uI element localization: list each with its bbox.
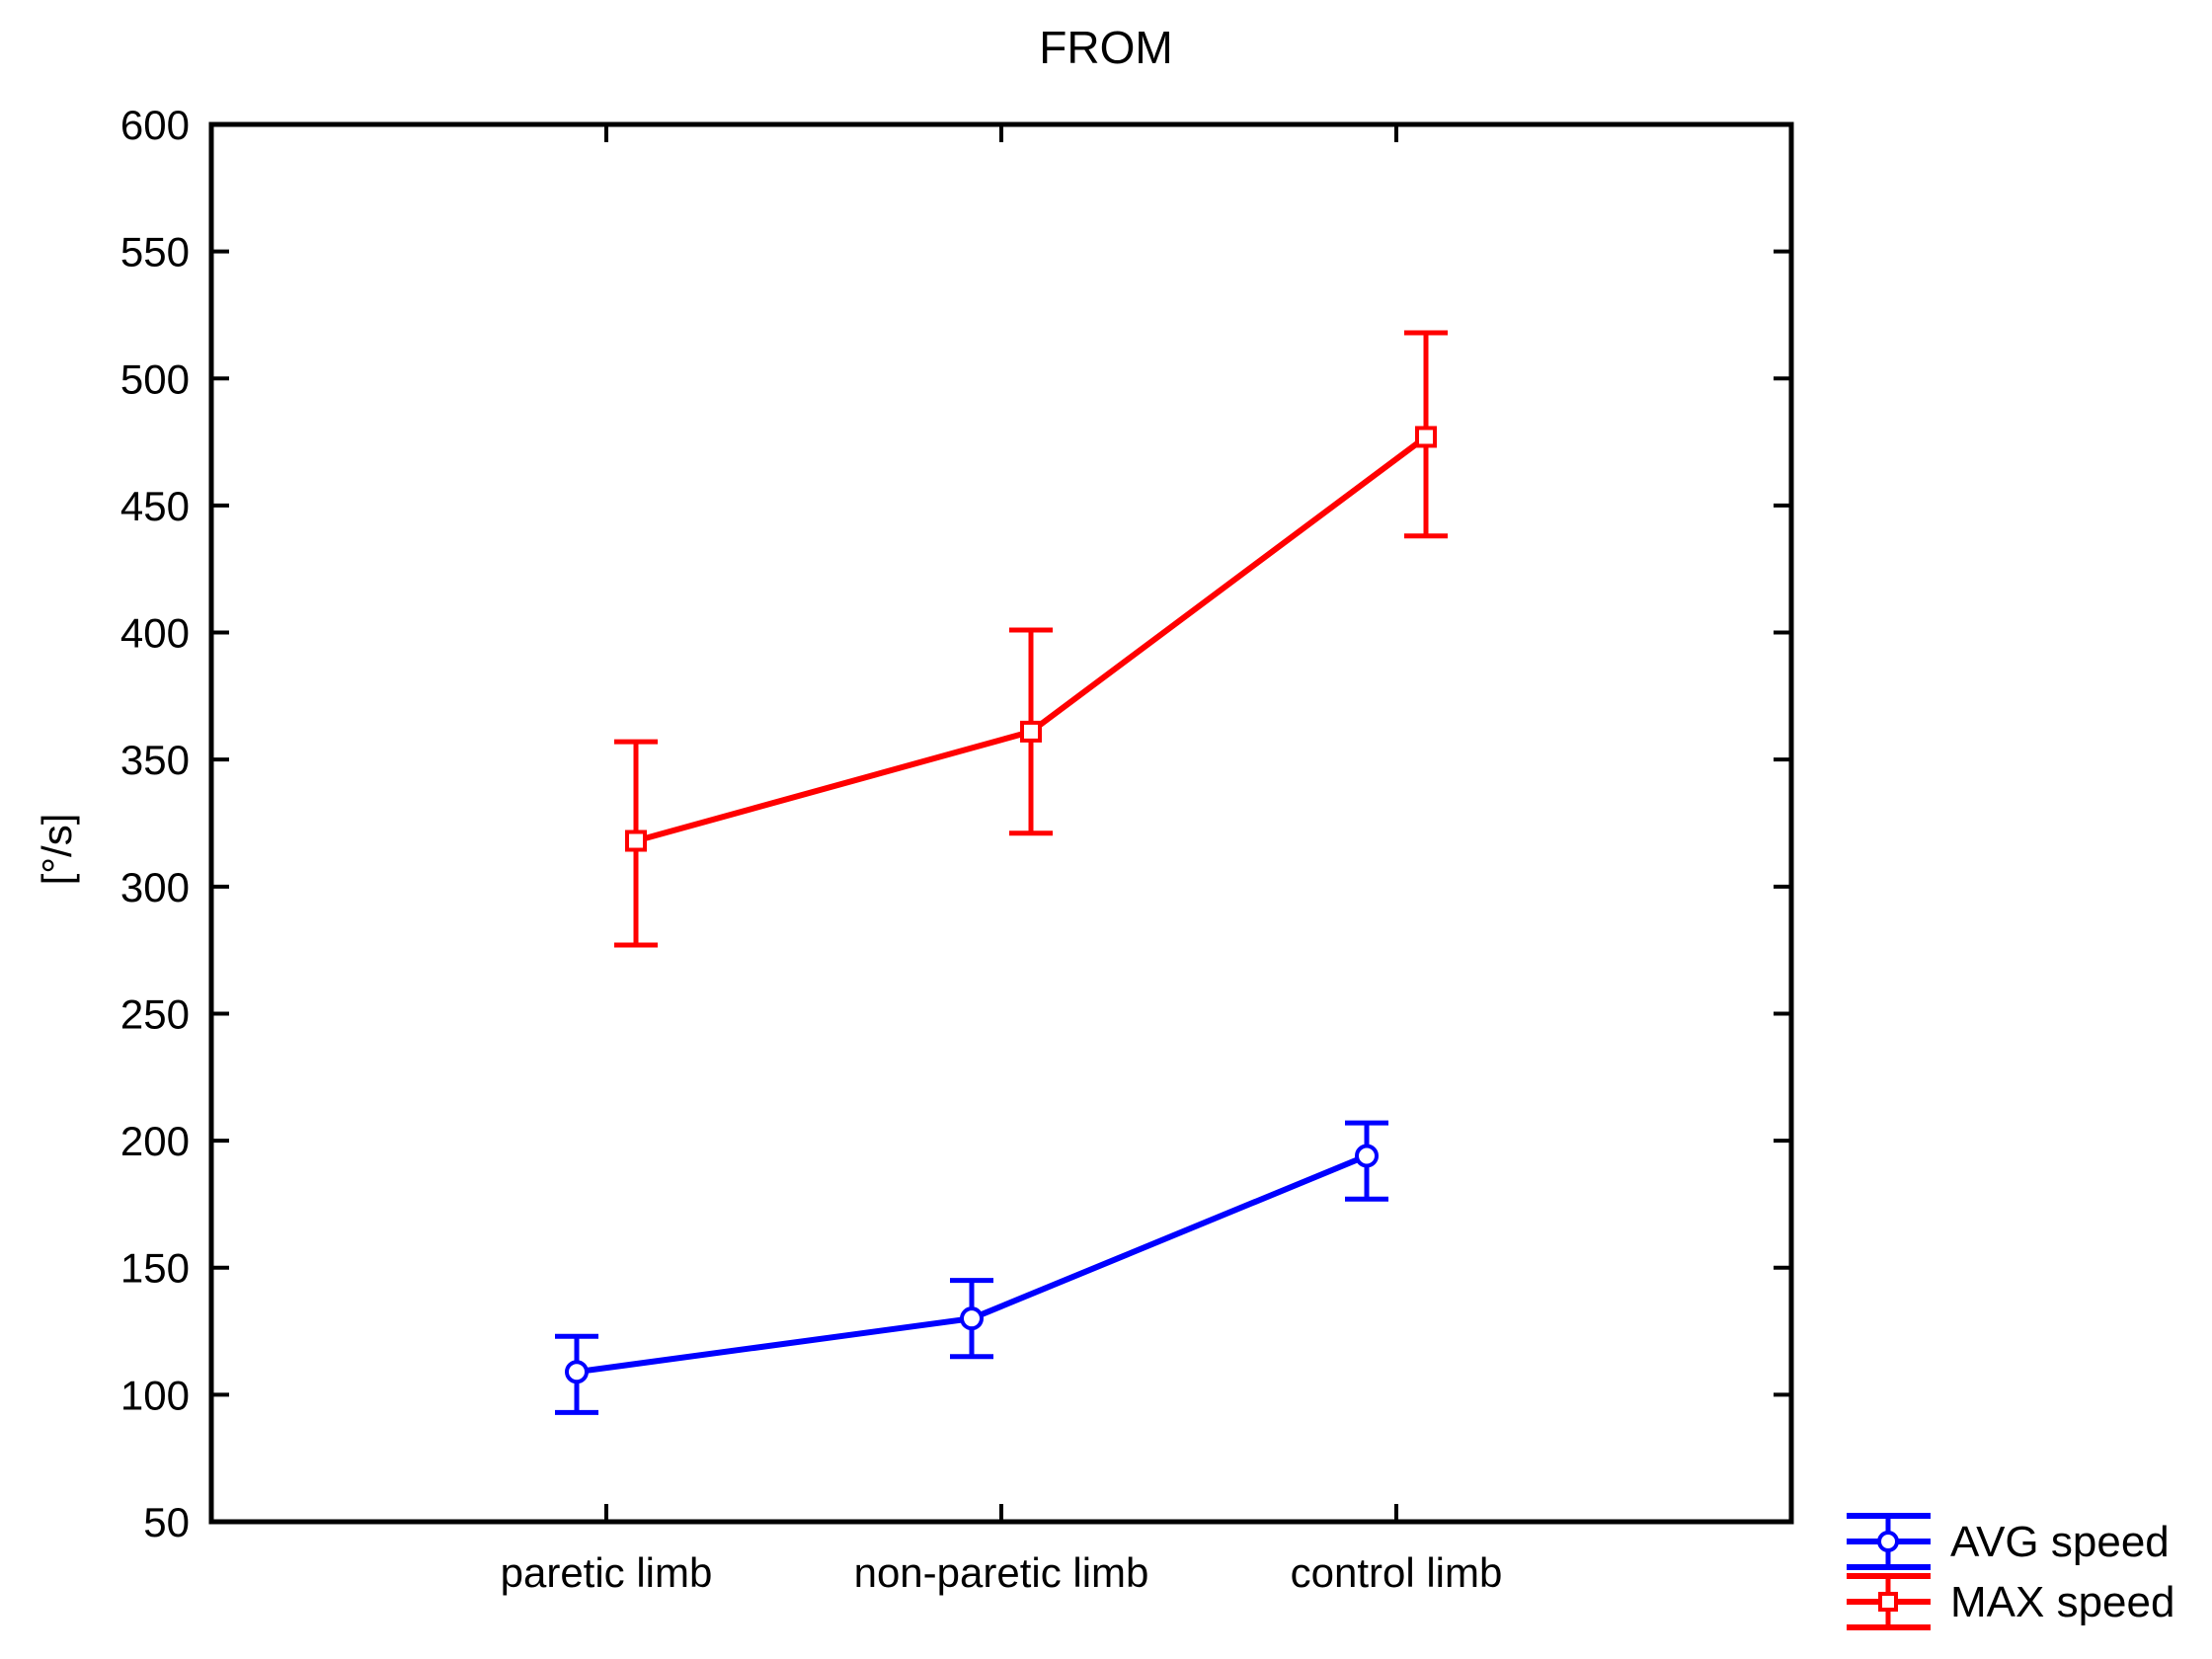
legend-item: MAX speed <box>1847 1573 2174 1630</box>
chart-title: FROM <box>1039 22 1172 73</box>
x-tick-label: paretic limb <box>501 1549 713 1596</box>
y-tick-label: 550 <box>120 229 190 276</box>
plot-frame <box>208 121 1794 1525</box>
y-tick-label: 200 <box>120 1118 190 1164</box>
series-1 <box>614 330 1448 948</box>
legend-item: AVG speed <box>1847 1513 2170 1570</box>
plot-series <box>555 330 1448 1415</box>
x-tick-label: control limb <box>1291 1549 1503 1596</box>
legend-label: AVG speed <box>1950 1518 2170 1566</box>
legend-marker <box>1878 1592 1898 1612</box>
legend: AVG speed MAX speed <box>1847 1513 2174 1630</box>
data-point <box>565 1360 589 1384</box>
x-tick-label: non-paretic limb <box>854 1549 1149 1596</box>
series-0 <box>555 1120 1388 1415</box>
y-tick-label: 600 <box>120 102 190 148</box>
legend-marker <box>1877 1531 1899 1552</box>
y-tick-label: 300 <box>120 864 190 910</box>
y-tick-label: 500 <box>120 356 190 402</box>
data-point <box>1415 426 1437 448</box>
y-tick-label: 100 <box>120 1372 190 1418</box>
data-point <box>1020 720 1042 743</box>
y-tick-label: 400 <box>120 610 190 657</box>
y-tick-label: 50 <box>143 1499 190 1545</box>
data-point <box>960 1306 984 1331</box>
y-tick-label: 150 <box>120 1245 190 1292</box>
y-tick-label: 250 <box>120 990 190 1037</box>
data-point <box>1355 1144 1379 1168</box>
data-point <box>625 830 647 852</box>
y-tick-label: 450 <box>120 483 190 529</box>
y-axis: 50 100 150 200 250 300 350 400 450 500 550 600 <box>120 102 1791 1545</box>
x-axis: paretic limb non-paretic limb control limb <box>501 124 1503 1596</box>
legend-label: MAX speed <box>1950 1578 2174 1626</box>
y-axis-title: [°/s] <box>34 814 80 886</box>
y-tick-label: 350 <box>120 737 190 783</box>
